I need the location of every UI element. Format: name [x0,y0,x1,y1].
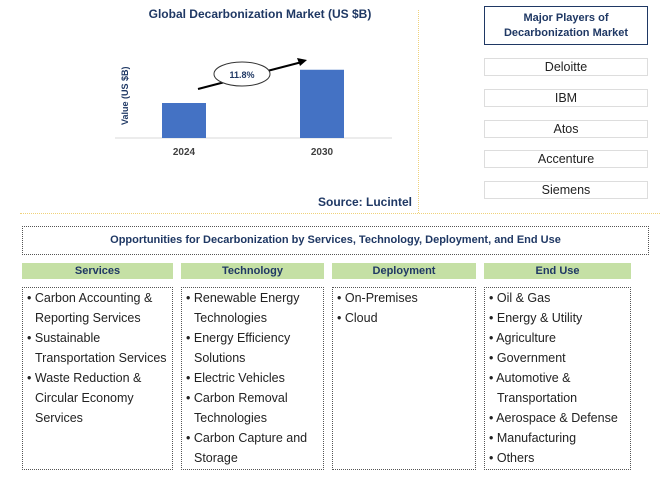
cagr-ellipse [213,61,271,87]
divider [20,213,660,214]
list-item: • Waste Reduction & Circular Economy Ser… [27,371,142,425]
list-item: • Electric Vehicles [186,371,285,385]
bar-2030 [300,69,344,138]
list-item: • Cloud [337,311,378,325]
column-header: Technology [181,263,324,279]
list-item: • Aerospace & Defense [489,411,618,425]
list-item: • Carbon Accounting & Reporting Services [27,291,153,325]
players-title: Major Players of Decarbonization Market [484,6,648,45]
bar-chart: 2024 2030 11.8% [115,58,392,158]
list-item: • Sustainable Transportation Services [27,331,167,365]
list-item: • Others [489,451,535,465]
column-header: End Use [484,263,631,279]
opportunities-title: Opportunities for Decarbonization by Ser… [22,226,649,255]
player-atos: Atos [484,120,648,138]
list-item: • Renewable Energy Technologies [186,291,300,325]
player-deloitte: Deloitte [484,58,648,76]
source-label: Source: Lucintel [318,195,413,209]
list-item: • Government [489,351,566,365]
player-ibm: IBM [484,89,648,107]
list-item: • On-Premises [337,291,418,305]
growth-arrow-head [297,58,307,66]
column-header: Services [22,263,173,279]
cagr-label: 11.8% [229,70,254,80]
column-list: • Renewable Energy Technologies • Energy … [181,287,324,470]
list-item: • Energy Efficiency Solutions [186,331,291,365]
list-item: • Carbon Capture and Storage [186,431,308,465]
column-list: • Oil & Gas • Energy & Utility • Agricultu… [484,287,631,470]
x-tick-label: 2024 [173,147,196,158]
column-header: Deployment [332,263,476,279]
list-item: • Carbon Removal Technologies [186,391,288,425]
column-list: • Carbon Accounting & Reporting Services… [22,287,173,470]
bar-2024 [162,103,206,138]
chart-title: Global Decarbonization Market (US $B) [148,7,372,21]
player-siemens: Siemens [484,181,648,199]
list-item: • Automotive & Transportation [489,371,578,405]
list-item: • Manufacturing [489,431,577,445]
list-item: • Energy & Utility [489,311,583,325]
list-item: • Oil & Gas [489,291,551,305]
x-tick-label: 2030 [311,147,334,158]
column-list: • On-Premises • Cloud [332,287,476,470]
list-item: • Agriculture [489,331,556,345]
player-accenture: Accenture [484,150,648,168]
divider [418,10,419,213]
